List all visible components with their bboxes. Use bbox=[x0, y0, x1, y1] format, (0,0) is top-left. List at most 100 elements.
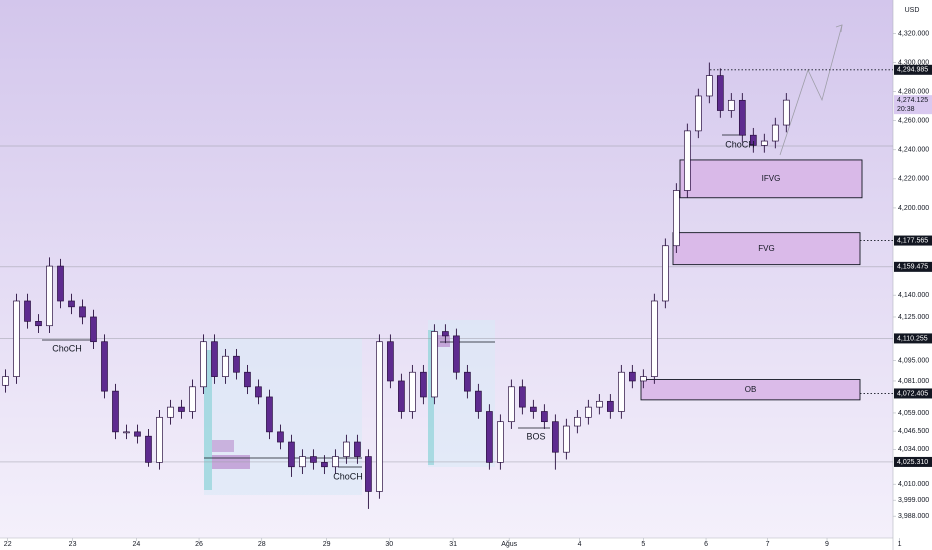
y-tick-label: 4,240.000 bbox=[898, 147, 929, 154]
candle bbox=[365, 449, 372, 509]
candle-body bbox=[343, 441, 350, 457]
candle-body bbox=[167, 406, 174, 418]
candle bbox=[79, 299, 86, 325]
x-tick-label: Ağus bbox=[501, 541, 517, 548]
candle bbox=[332, 449, 339, 475]
x-tick-label: 1 bbox=[898, 541, 902, 548]
candle bbox=[343, 434, 350, 464]
candle bbox=[420, 364, 427, 405]
zone bbox=[672, 232, 861, 266]
candle-body bbox=[156, 416, 163, 463]
candle-body bbox=[57, 265, 64, 302]
annotation: BOS bbox=[526, 431, 545, 441]
candle-body bbox=[596, 400, 603, 408]
y-tick-label: 3,999.000 bbox=[898, 497, 929, 504]
candle-body bbox=[530, 406, 537, 412]
candle bbox=[145, 428, 152, 467]
y-tick-label: 4,034.000 bbox=[898, 446, 929, 453]
y-tick-label: 4,095.000 bbox=[898, 357, 929, 364]
candle-body bbox=[629, 371, 636, 382]
candle bbox=[475, 383, 482, 419]
candle bbox=[541, 404, 548, 429]
candle-body bbox=[2, 376, 9, 386]
candle bbox=[2, 369, 9, 393]
candle bbox=[24, 293, 31, 329]
x-tick-label: 26 bbox=[195, 541, 203, 548]
currency-label: USD bbox=[905, 7, 920, 14]
x-tick-label: 30 bbox=[385, 541, 393, 548]
candle bbox=[607, 394, 614, 419]
candle-body bbox=[68, 300, 75, 308]
y-tick-label: 4,280.000 bbox=[898, 88, 929, 95]
price-label-box bbox=[894, 333, 932, 344]
x-tick-label: 7 bbox=[766, 541, 770, 548]
candle bbox=[738, 93, 746, 143]
candle bbox=[596, 394, 603, 415]
profile-bar bbox=[434, 335, 450, 347]
candle bbox=[618, 364, 625, 419]
y-tick-label: 4,300.000 bbox=[898, 59, 929, 66]
candle bbox=[727, 93, 735, 118]
price-label-box bbox=[894, 388, 932, 399]
candle bbox=[782, 93, 790, 133]
candle bbox=[57, 258, 64, 309]
candle bbox=[552, 414, 559, 470]
candle bbox=[497, 414, 504, 470]
candle bbox=[716, 68, 724, 118]
candle bbox=[629, 364, 636, 389]
candle bbox=[244, 364, 251, 395]
candle bbox=[354, 434, 361, 464]
candle bbox=[585, 399, 592, 425]
candle-body bbox=[101, 341, 108, 392]
x-tick-label: 9 bbox=[825, 541, 829, 548]
candle-body bbox=[277, 431, 284, 443]
candle-body bbox=[497, 421, 504, 463]
y-tick-label: 4,220.000 bbox=[898, 176, 929, 183]
candle-body bbox=[585, 406, 592, 418]
candle-body bbox=[376, 341, 383, 492]
x-tick-label: 24 bbox=[132, 541, 140, 548]
candle-body bbox=[464, 371, 471, 392]
candle-body bbox=[387, 341, 394, 382]
candle-body bbox=[519, 386, 526, 408]
profile-bar bbox=[212, 440, 234, 452]
candle bbox=[101, 334, 108, 399]
candle-body bbox=[365, 456, 372, 492]
candle bbox=[299, 449, 306, 475]
candle bbox=[233, 348, 240, 380]
price-label-box bbox=[894, 235, 932, 246]
candle-body bbox=[354, 441, 361, 457]
candle bbox=[694, 88, 702, 139]
candle-body bbox=[705, 75, 713, 97]
candle bbox=[13, 293, 20, 384]
candle bbox=[211, 334, 218, 384]
candle-body bbox=[398, 380, 405, 412]
zone-label: IFVG bbox=[762, 174, 781, 183]
candle-body bbox=[771, 124, 779, 142]
candle-body bbox=[552, 421, 559, 453]
price-label-box bbox=[894, 64, 932, 75]
zone bbox=[640, 379, 861, 401]
y-tick-label: 4,260.000 bbox=[898, 118, 929, 125]
candle bbox=[35, 314, 42, 333]
candle bbox=[200, 334, 207, 395]
candle-body bbox=[79, 306, 86, 318]
candle bbox=[431, 324, 438, 405]
current-price-label: 4,274.125 bbox=[897, 97, 928, 104]
candle-body bbox=[716, 75, 724, 111]
candle-body bbox=[288, 441, 295, 468]
candle bbox=[134, 424, 141, 444]
candle bbox=[398, 373, 405, 419]
price-label: 4,110.255 bbox=[897, 335, 928, 342]
annotation: ChoCH bbox=[725, 139, 755, 149]
candle bbox=[189, 379, 196, 419]
x-tick-label: 31 bbox=[449, 541, 457, 548]
candle bbox=[760, 133, 768, 153]
candle-body bbox=[244, 371, 251, 388]
candle bbox=[563, 418, 570, 460]
y-tick-label: 4,010.000 bbox=[898, 481, 929, 488]
current-price-box bbox=[894, 95, 932, 115]
candle bbox=[640, 369, 647, 389]
candle-body bbox=[90, 316, 97, 343]
price-label-box bbox=[894, 456, 932, 467]
